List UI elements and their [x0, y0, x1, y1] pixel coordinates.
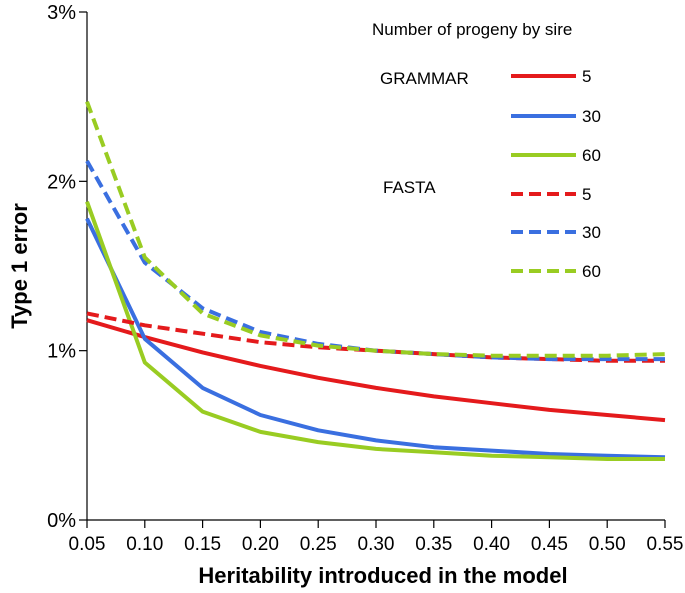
y-tick-label: 0% [47, 510, 76, 532]
x-tick-label: 0.55 [647, 534, 684, 555]
x-tick-label: 0.30 [358, 534, 395, 555]
x-axis-title: Heritability introduced in the model [198, 563, 567, 588]
legend-label-grammar-60: 60 [582, 146, 601, 165]
series-layer [85, 101, 666, 461]
series-line-fasta-5 [86, 311, 665, 363]
legend-label-grammar-30: 30 [582, 107, 601, 126]
series-line-grammar-5 [86, 318, 666, 423]
y-tick-label: 1% [47, 341, 76, 363]
x-tick-label: 0.45 [531, 534, 568, 555]
y-tick-label: 3% [47, 2, 76, 24]
series-line-fasta-30 [85, 160, 665, 362]
series-line-fasta-60 [85, 101, 666, 358]
legend-label-fasta-5: 5 [582, 185, 591, 204]
legend-label-fasta-60: 60 [582, 262, 601, 281]
series-line-grammar-60 [85, 201, 665, 461]
legend-label-grammar-5: 5 [582, 67, 591, 86]
x-tick-label: 0.20 [242, 534, 279, 555]
legend-label-fasta-30: 30 [582, 223, 601, 242]
axes: 0% 1% 2% 3% 0.05 0.10 0.15 0.20 0.25 0.30 0.35 0.40… [47, 2, 683, 555]
x-tick-label: 0.10 [126, 534, 163, 555]
x-tick-label: 0.15 [184, 534, 221, 555]
y-axis-title: Type 1 error [7, 203, 32, 329]
x-tick-label: 0.50 [589, 534, 626, 555]
legend-group-fasta: FASTA [383, 178, 436, 197]
x-tick-label: 0.35 [415, 534, 452, 555]
legend-group-grammar: GRAMMAR [380, 69, 469, 88]
legend: Number of progeny by sire GRAMMAR FASTA 5 30… [372, 20, 601, 281]
series-line-grammar-30 [85, 217, 666, 460]
x-tick-label: 0.25 [300, 534, 337, 555]
x-tick-label: 0.05 [69, 534, 106, 555]
x-tick-label: 0.40 [473, 534, 510, 555]
legend-title: Number of progeny by sire [372, 20, 572, 39]
y-tick-label: 2% [47, 171, 76, 193]
